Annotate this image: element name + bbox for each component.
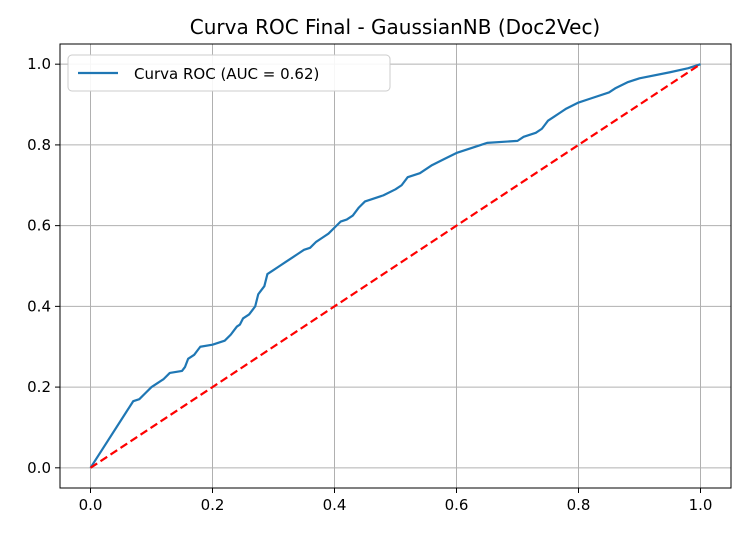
y-tick-label: 0.2 [27,378,51,396]
legend-box [67,54,391,92]
x-tick-label: 0.2 [201,496,225,514]
x-tick-label: 1.0 [689,496,713,514]
series-line-roc-curve [89,63,701,469]
y-tick-label: 0.8 [27,136,51,154]
y-axis: 0.0 0.2 0.4 0.6 0.8 1.0 [27,55,60,477]
y-tick-label: 0.6 [27,217,51,235]
x-tick-label: 0.4 [323,496,347,514]
y-tick-label: 1.0 [27,55,51,73]
legend-label-roc: Curva ROC (AUC = 0.62) [134,65,319,83]
plot-area-frame [59,43,732,489]
series-layer [89,63,702,469]
x-tick-label: 0.8 [567,496,591,514]
x-tick-label: 0.0 [79,496,103,514]
y-tick-label: 0.4 [27,297,51,315]
x-tick-label: 0.6 [445,496,469,514]
y-tick-label: 0.0 [27,459,51,477]
x-axis: 0.0 0.2 0.4 0.6 0.8 1.0 [79,488,713,514]
legend: Curva ROC (AUC = 0.62) [67,54,391,92]
chart-title: Curva ROC Final - GaussianNB (Doc2Vec) [190,15,601,39]
series-line-diagonal [89,63,702,469]
